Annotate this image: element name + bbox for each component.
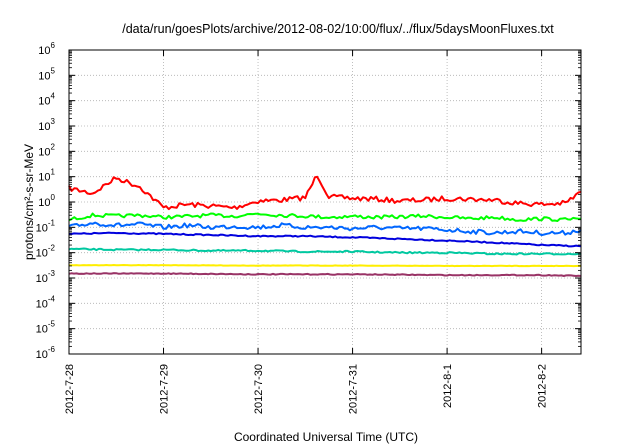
y-tick-exponent: 1: [51, 168, 56, 177]
y-tick-exponent: 6: [51, 41, 56, 50]
series-line: [68, 247, 581, 256]
y-tick-base: 10: [38, 146, 50, 158]
series-line: [69, 231, 582, 248]
x-tick-label: 2012-7-31: [348, 364, 360, 414]
y-tick-base: 10: [36, 273, 48, 285]
y-tick-label: 105: [38, 66, 55, 82]
y-tick-label: 10-3: [36, 269, 56, 285]
chart-title: /data/run/goesPlots/archive/2012-08-02/1…: [122, 22, 554, 36]
y-tick-exponent: -3: [48, 269, 56, 278]
y-axis-label: protons/cm²-s-sr-MeV: [22, 144, 36, 260]
series-line: [68, 212, 582, 222]
y-tick-base: 10: [36, 222, 48, 234]
x-tick-label: 2012-8-2: [537, 364, 549, 408]
y-tick-exponent: -2: [48, 244, 56, 253]
y-tick-label: 10-6: [36, 345, 56, 361]
y-tick-exponent: 5: [51, 66, 56, 75]
y-tick-exponent: 0: [51, 193, 56, 202]
y-tick-exponent: -4: [48, 294, 56, 303]
y-axis: 10-610-510-410-310-210-11001011021031041…: [36, 41, 581, 361]
y-tick-label: 10-1: [36, 218, 56, 234]
y-tick-label: 10-2: [36, 244, 56, 260]
y-tick-exponent: -5: [48, 320, 56, 329]
y-tick-exponent: 2: [51, 142, 56, 151]
y-tick-label: 100: [38, 193, 55, 209]
series-line: [69, 264, 581, 268]
series-line: [68, 221, 582, 237]
y-tick-label: 103: [38, 117, 55, 133]
x-tick-label: 2012-7-30: [253, 364, 265, 414]
y-tick-exponent: 4: [51, 92, 56, 101]
x-tick-label: 2012-7-29: [159, 364, 171, 414]
y-tick-base: 10: [38, 121, 50, 133]
y-tick-label: 10-4: [36, 294, 56, 310]
y-tick-label: 104: [38, 92, 55, 108]
grid: [69, 50, 581, 354]
y-tick-base: 10: [36, 298, 48, 310]
y-tick-exponent: -1: [48, 218, 56, 227]
y-tick-base: 10: [38, 70, 50, 82]
x-tick-label: 2012-8-1: [442, 364, 454, 408]
x-axis: 2012-7-28 2012-7-29 2012-7-30 2012-7-31 2012…: [64, 50, 549, 414]
y-tick-base: 10: [38, 45, 50, 57]
series-line: [68, 175, 582, 211]
y-tick-base: 10: [36, 324, 48, 336]
y-tick-base: 10: [36, 248, 48, 260]
y-tick-label: 101: [38, 168, 55, 184]
x-tick-label: 2012-7-28: [64, 364, 76, 414]
y-tick-base: 10: [38, 172, 50, 184]
y-tick-base: 10: [38, 197, 50, 209]
y-tick-base: 10: [38, 96, 50, 108]
x-axis-label: Coordinated Universal Time (UTC): [234, 430, 418, 444]
y-tick-exponent: -6: [48, 345, 56, 354]
y-tick-label: 102: [38, 142, 55, 158]
series-line: [68, 272, 582, 277]
y-tick-label: 10-5: [36, 320, 56, 336]
series-layer: [68, 175, 582, 277]
y-tick-label: 106: [38, 41, 55, 57]
y-tick-base: 10: [36, 349, 48, 361]
y-tick-exponent: 3: [51, 117, 56, 126]
